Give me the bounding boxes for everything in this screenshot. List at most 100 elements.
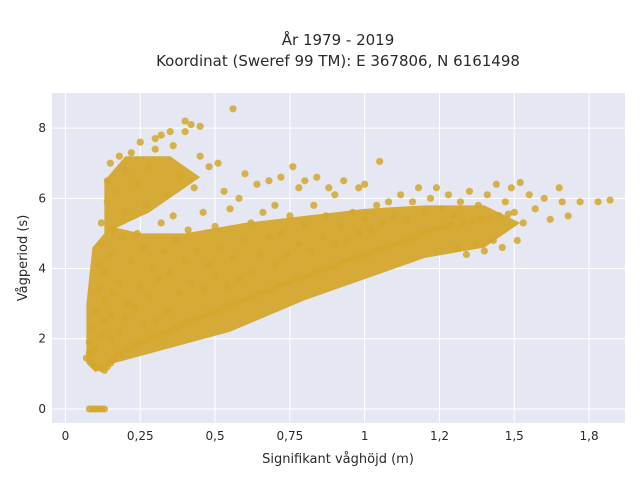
data-point (510, 208, 518, 216)
data-point (115, 152, 123, 160)
data-point (94, 285, 102, 294)
data-point (286, 212, 294, 220)
data-point (157, 131, 165, 139)
data-point (358, 252, 366, 260)
data-point (304, 271, 312, 280)
data-point (205, 163, 213, 171)
data-point (349, 208, 357, 216)
data-point (103, 177, 111, 185)
data-point (388, 242, 396, 250)
data-point (420, 208, 429, 216)
data-point (235, 194, 243, 202)
data-point (154, 331, 162, 339)
data-point (271, 261, 279, 269)
data-point (112, 187, 120, 195)
data-point (169, 142, 177, 150)
data-point (313, 173, 321, 181)
data-point (256, 289, 264, 297)
data-point (441, 222, 450, 231)
data-point (334, 261, 342, 269)
data-point (492, 180, 500, 188)
data-point (268, 285, 276, 294)
data-point (274, 282, 282, 290)
data-point (456, 198, 465, 206)
data-point (361, 180, 369, 188)
data-point (124, 345, 132, 353)
data-point (379, 219, 387, 227)
data-point (355, 229, 363, 238)
data-point (295, 240, 303, 248)
data-point (157, 219, 165, 227)
data-point (352, 254, 360, 262)
data-point (558, 198, 566, 206)
data-point (151, 135, 159, 143)
x-tick-label: 0 (62, 429, 70, 443)
data-point (343, 236, 351, 245)
data-point (136, 282, 144, 290)
data-point (247, 268, 255, 276)
data-point (118, 233, 126, 241)
data-point (121, 208, 129, 216)
data-point (289, 163, 297, 171)
data-point (127, 149, 135, 157)
data-point (265, 233, 273, 241)
data-point (166, 328, 174, 336)
data-point (417, 229, 426, 238)
data-points (82, 105, 614, 413)
data-point (286, 278, 294, 287)
data-point (310, 201, 318, 209)
data-point (100, 268, 108, 276)
data-point (139, 243, 147, 252)
data-point (109, 289, 117, 297)
data-point (115, 328, 123, 336)
data-point (346, 256, 354, 264)
data-point (382, 243, 390, 252)
data-point (340, 257, 348, 266)
x-axis: 0 0,25 0,5 0,75 1 1,2 1,5 1,8 (62, 429, 599, 443)
data-point (495, 212, 503, 220)
data-point (130, 342, 138, 350)
data-point (340, 177, 348, 185)
data-point (199, 208, 207, 216)
data-point (465, 187, 474, 195)
data-point (181, 117, 189, 125)
data-point (229, 254, 237, 262)
data-point (322, 212, 330, 220)
data-point (373, 201, 381, 209)
data-point (100, 317, 108, 325)
x-tick-label: 1 (361, 429, 369, 443)
data-point (471, 240, 479, 248)
data-point (253, 180, 261, 188)
data-point (163, 307, 171, 315)
data-point (399, 236, 408, 245)
data-point (432, 184, 441, 192)
data-point (91, 363, 99, 371)
data-point (259, 208, 267, 216)
data-point (85, 338, 94, 346)
data-point (163, 191, 171, 199)
data-point (331, 240, 339, 248)
y-tick-label: 6 (38, 191, 46, 205)
data-point (169, 212, 177, 220)
data-point (133, 180, 141, 188)
data-point (211, 222, 219, 231)
data-point (319, 233, 327, 241)
data-point (405, 235, 414, 243)
data-point (181, 257, 189, 266)
data-point (160, 329, 168, 338)
data-point (112, 350, 120, 359)
data-point (217, 243, 225, 252)
data-point (151, 145, 159, 153)
data-point (411, 233, 420, 241)
data-point (546, 215, 554, 223)
data-point (531, 205, 539, 213)
data-point (91, 345, 99, 353)
data-point (208, 308, 216, 317)
data-point (555, 184, 563, 192)
data-point (414, 184, 423, 192)
data-point (513, 236, 521, 245)
data-point (226, 205, 234, 213)
data-point (184, 226, 192, 234)
x-tick-label: 0,75 (277, 429, 304, 443)
